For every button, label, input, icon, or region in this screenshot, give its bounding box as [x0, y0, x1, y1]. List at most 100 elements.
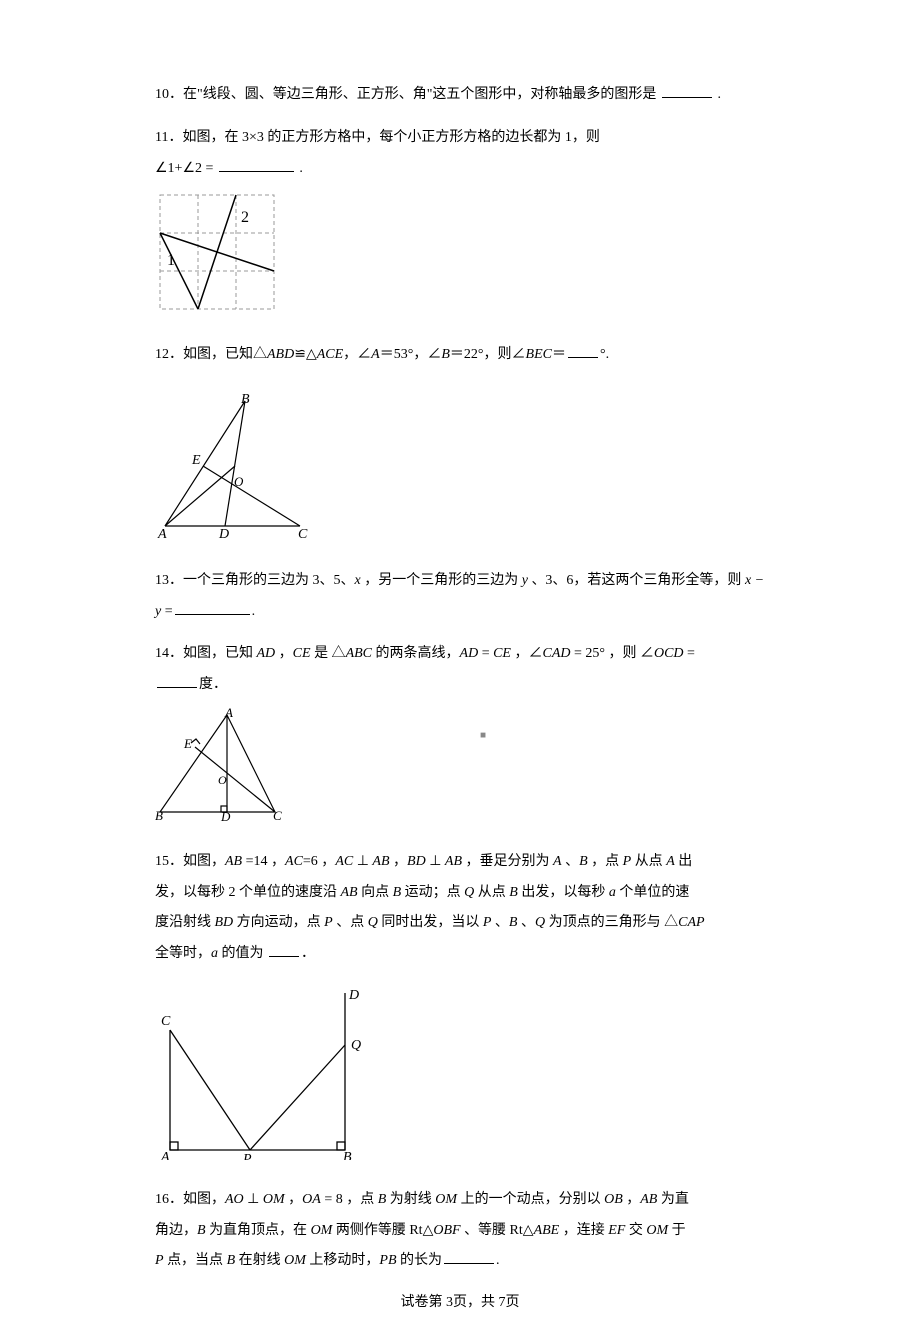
q15-B2: B	[393, 885, 402, 900]
svg-text:O: O	[234, 474, 244, 489]
svg-text:O: O	[218, 773, 227, 787]
q16-1c: = 8 ，点	[321, 1192, 378, 1207]
q16-1b: ，	[285, 1192, 303, 1207]
question-11: 11．如图，在 3×3 的正方形方格中，每个小正方形方格的边长都为 1，则 ∠1…	[155, 123, 765, 328]
q12-anga: ，∠	[343, 347, 371, 362]
q15-4b: 的值为	[218, 946, 267, 961]
q15-line4: 全等时，a 的值为 ．	[155, 939, 765, 970]
svg-text:B: B	[241, 392, 250, 407]
q15-figure: A B C D P Q	[155, 985, 765, 1173]
q12-figure: A B C D E O	[155, 391, 765, 554]
q12-bec: BEC	[526, 347, 552, 362]
q13-blank	[175, 601, 250, 615]
q16-B2: B	[197, 1223, 206, 1238]
q15-p1: ⊥	[353, 854, 372, 869]
q16-2c: 两侧作等腰 Rt△	[332, 1223, 433, 1238]
q15-1f: 、	[562, 854, 580, 869]
q13-t3: 、3、6，若这两个三角形全等，则	[528, 573, 745, 588]
q15-1c: =6 ，	[303, 854, 335, 869]
q16-line3: P 点，当点 B 在射线 OM 上移动时，PB 的长为.	[155, 1246, 765, 1277]
q12-abd: ABD	[267, 347, 294, 362]
q16-om3: OM	[311, 1223, 333, 1238]
q14-eq1: =	[478, 646, 493, 661]
q15-1g: ，点	[588, 854, 623, 869]
q15-A2: A	[666, 854, 675, 869]
q14-t6: ，∠	[511, 646, 543, 661]
q16-p: ⊥	[244, 1192, 263, 1207]
q16-2g: 于	[668, 1223, 686, 1238]
svg-text:B: B	[343, 1150, 352, 1160]
q14-deg: 度．	[199, 677, 227, 692]
svg-text:D: D	[220, 809, 231, 822]
q15-line1: 15．如图，AB =14 ，AC=6 ，AC ⊥ AB ，BD ⊥ AB ，垂足…	[155, 847, 765, 878]
q14-t4: 的两条高线，	[372, 646, 460, 661]
q15-1i: 出	[675, 854, 693, 869]
q16-ao: AO	[225, 1192, 244, 1207]
q14-ce: CE	[293, 646, 311, 661]
q13-suf: .	[252, 604, 256, 619]
q11-line2: ∠1+∠2 = .	[155, 154, 765, 185]
q15-ab3: AB	[445, 854, 462, 869]
q16-2d: 、等腰 Rt△	[461, 1223, 534, 1238]
q15-B: B	[579, 854, 588, 869]
q14-cad: CAD	[542, 646, 570, 661]
q15-3e: 为顶点的三角形与 △	[545, 915, 678, 930]
q14-ad2: AD	[460, 646, 479, 661]
svg-text:C: C	[161, 1014, 171, 1029]
q14-t1: 14．如图，已知	[155, 646, 257, 661]
q16-P: P	[155, 1253, 164, 1268]
q15-ab4: AB	[341, 885, 358, 900]
q14-abc: ABC	[346, 646, 372, 661]
q15-a: a	[609, 885, 616, 900]
q16-1g: 为直	[657, 1192, 689, 1207]
q16-B: B	[378, 1192, 387, 1207]
q15-d2: 、	[517, 915, 535, 930]
q16-2f: 交	[625, 1223, 646, 1238]
q15-2e: 出发，以每秒	[518, 885, 609, 900]
question-10: 10．在"线段、圆、等边三角形、正方形、角"这五个图形中，对称轴最多的图形是 .	[155, 80, 765, 111]
q16-blank	[444, 1250, 494, 1264]
q16-3c: 在射线	[235, 1253, 284, 1268]
svg-text:A: A	[224, 707, 233, 720]
q13-t1: 13．一个三角形的三边为 3、5、	[155, 573, 355, 588]
q14-t8: =	[684, 646, 695, 661]
q16-line2: 角边，B 为直角顶点，在 OM 两侧作等腰 Rt△OBF 、等腰 Rt△ABE …	[155, 1216, 765, 1247]
q16-2e: ，连接	[559, 1223, 608, 1238]
q15-B3: B	[509, 885, 518, 900]
q16-3b: 点，当点	[164, 1253, 227, 1268]
q15-line3: 度沿射线 BD 方向运动，点 P 、点 Q 同时出发，当以 P 、B 、Q 为顶…	[155, 908, 765, 939]
q16-line1: 16．如图，AO ⊥ OM ，OA = 8 ，点 B 为射线 OM 上的一个动点…	[155, 1185, 765, 1216]
svg-text:A: A	[157, 527, 167, 541]
q14-t3: 是 △	[311, 646, 346, 661]
svg-text:D: D	[218, 527, 229, 541]
q15-Q2: Q	[368, 915, 378, 930]
q15-ac: AC	[285, 854, 303, 869]
svg-text:B: B	[155, 808, 163, 822]
page-footer: 试卷第 3页，共 7页	[155, 1291, 765, 1311]
q15-a2: a	[211, 946, 218, 961]
svg-text:E: E	[191, 453, 201, 468]
q15-1b: =14 ，	[242, 854, 285, 869]
q15-2d: 从点	[474, 885, 509, 900]
q15-ab: AB	[225, 854, 242, 869]
q14-ce2: CE	[493, 646, 511, 661]
q12-cong: ≌△	[294, 347, 317, 362]
q16-suf: .	[496, 1253, 500, 1268]
svg-text:P: P	[242, 1152, 252, 1160]
q11-figure: 1 2	[155, 190, 765, 328]
q15-1a: 15．如图，	[155, 854, 225, 869]
q11-line1: 11．如图，在 3×3 的正方形方格中，每个小正方形方格的边长都为 1，则	[155, 123, 765, 154]
page-wrap: 10．在"线段、圆、等边三角形、正方形、角"这五个图形中，对称轴最多的图形是 .…	[155, 80, 765, 1311]
q14-ocd: OCD	[654, 646, 684, 661]
question-14: 14．如图，已知 AD ，CE 是 △ABC 的两条高线，AD = CE ，∠C…	[155, 639, 765, 834]
q14-ad: AD	[257, 646, 276, 661]
svg-text:A: A	[160, 1150, 170, 1160]
q16-pb: PB	[379, 1253, 396, 1268]
q15-2c: 运动；点	[401, 885, 464, 900]
q15-4a: 全等时，	[155, 946, 211, 961]
q11-period: .	[299, 161, 303, 176]
center-mark: ■	[480, 730, 486, 741]
q13-t2: ，另一个三角形的三边为	[361, 573, 522, 588]
q15-ab2: AB	[372, 854, 389, 869]
q15-2b: 向点	[358, 885, 393, 900]
